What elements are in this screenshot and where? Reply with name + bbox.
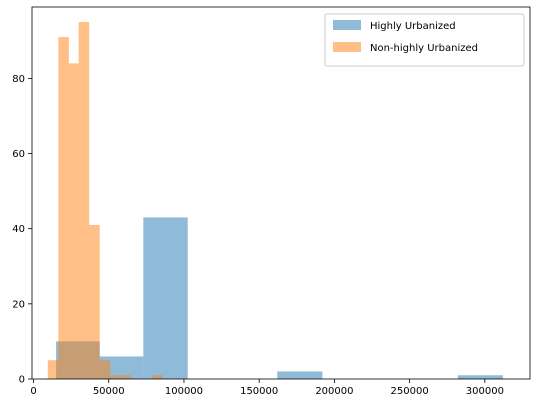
y-tick-label: 20 <box>12 299 25 310</box>
y-tick-label: 60 <box>12 149 25 160</box>
histogram-bar <box>457 375 503 379</box>
histogram-bar <box>47 360 59 379</box>
x-tick-label: 250000 <box>391 386 429 397</box>
legend-swatch-highly-urbanized <box>333 20 361 30</box>
histogram-bar <box>68 63 79 379</box>
x-tick-label: 200000 <box>315 386 353 397</box>
x-tick-label: 0 <box>30 386 36 397</box>
legend-label-non-highly-urbanized: Non-highly Urbanized <box>370 43 478 54</box>
x-tick-label: 50000 <box>93 386 125 397</box>
histogram-bar <box>143 217 188 379</box>
histogram-bar <box>99 360 111 379</box>
y-axis: 0 20 40 60 80 <box>12 74 32 386</box>
histogram-bar <box>110 375 121 379</box>
legend-box <box>324 13 525 67</box>
histogram-bar <box>78 22 90 379</box>
y-tick-label: 0 <box>19 375 25 386</box>
y-tick-label: 40 <box>12 224 25 235</box>
legend: Highly Urbanized Non-highly Urbanized <box>324 13 525 67</box>
series-non-highly-urbanized-bars <box>47 22 163 379</box>
histogram-bar <box>277 371 323 379</box>
histogram-bar <box>99 356 144 379</box>
x-tick-label: 300000 <box>466 386 504 397</box>
histogram-bar <box>120 375 132 379</box>
x-tick-label: 100000 <box>165 386 203 397</box>
legend-swatch-non-highly-urbanized <box>333 42 361 52</box>
plot-area-frame <box>31 6 531 380</box>
y-tick-label: 80 <box>12 74 25 85</box>
legend-label-highly-urbanized: Highly Urbanized <box>370 21 456 32</box>
histogram-bar <box>152 375 163 379</box>
x-axis: 0 50000 100000 150000 200000 250000 300000 <box>30 379 504 397</box>
x-tick-label: 150000 <box>240 386 278 397</box>
histogram-bar <box>58 37 69 379</box>
histogram-bar <box>89 224 100 379</box>
